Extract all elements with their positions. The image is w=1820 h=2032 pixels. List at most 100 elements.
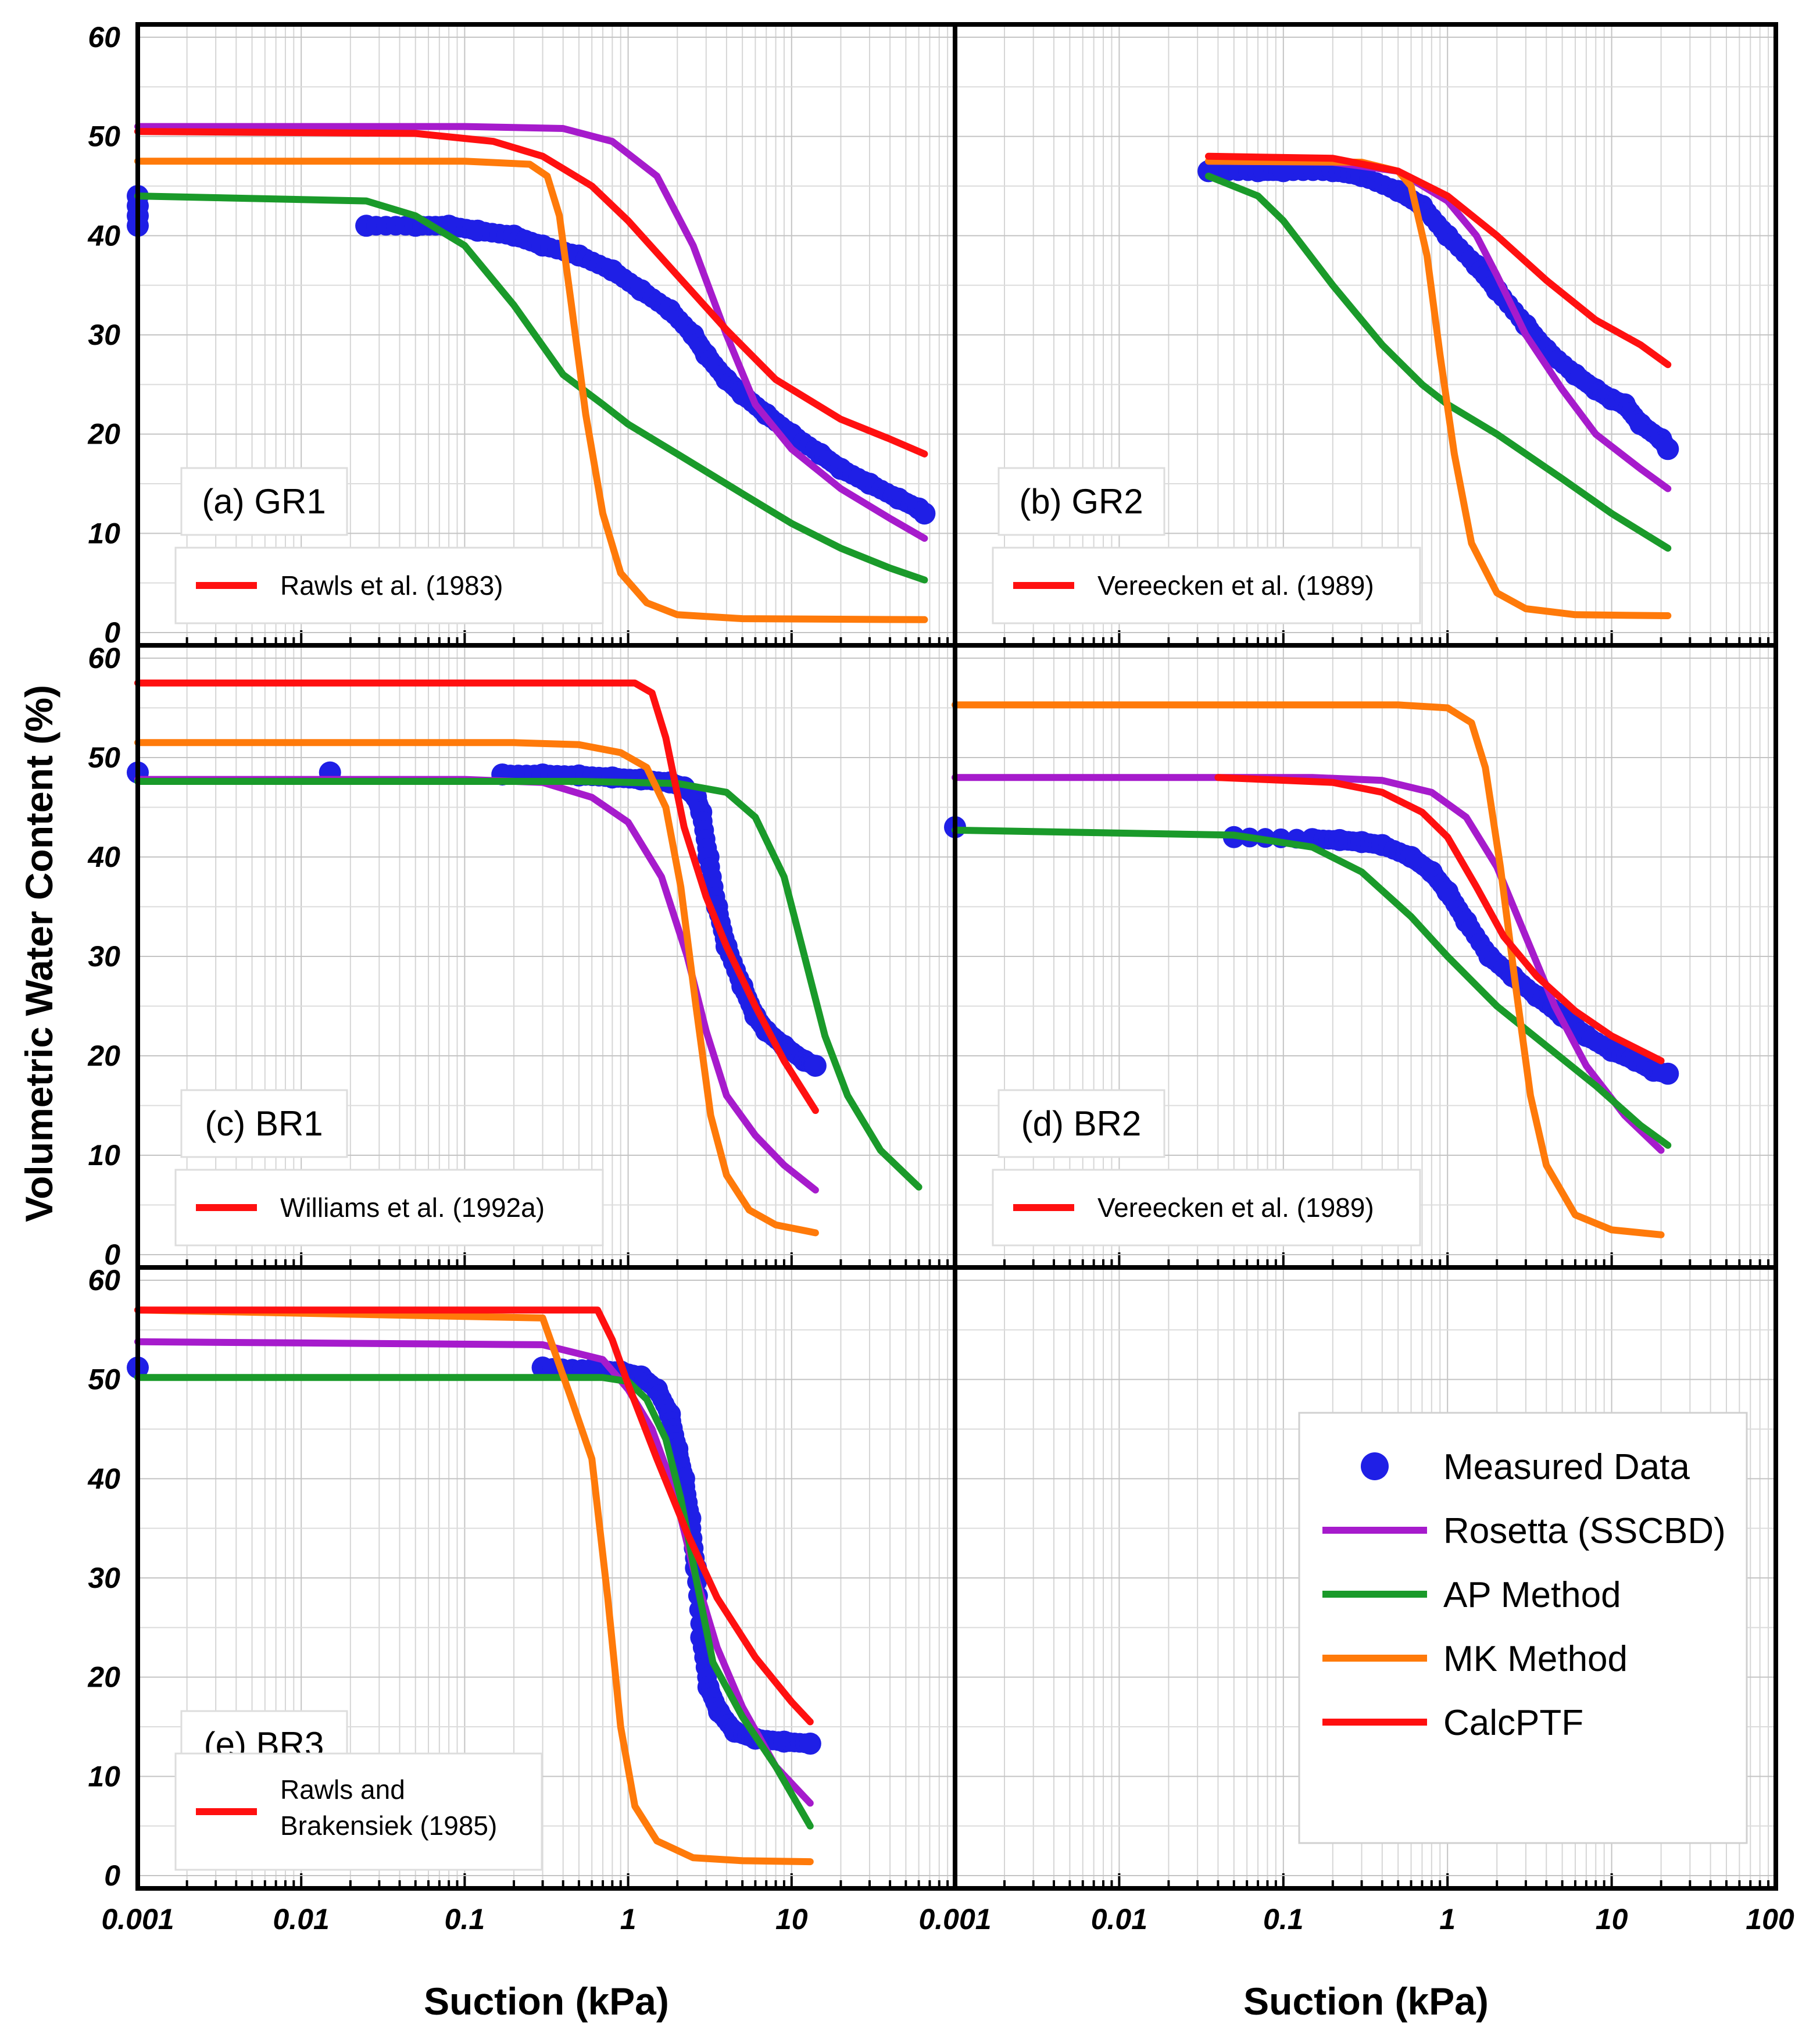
grid-b <box>955 24 1776 645</box>
calcptf-line <box>134 128 928 458</box>
rosetta-line <box>134 123 928 542</box>
calcptf-line <box>134 1306 814 1726</box>
y-tick-label: 50 <box>88 1363 120 1396</box>
y-tick-label: 40 <box>87 1462 120 1495</box>
y-tick-label: 40 <box>87 841 120 873</box>
ptf-legend-box <box>174 1169 604 1247</box>
x-tick-label: 100 <box>1746 1903 1794 1935</box>
panel-d: (d) BR2 Vereecken et al. (1989) <box>944 645 1776 1267</box>
panel-a: (a) GR1 Rawls et al. (1983) <box>127 24 955 645</box>
ptf-legend-c: Williams et al. (1992a) <box>174 1169 604 1247</box>
legend-item-ap: AP Method <box>1322 1575 1621 1615</box>
x-tick-label: 0.001 <box>101 1903 174 1935</box>
panel-title-text: (b) GR2 <box>1019 482 1143 521</box>
y-tick-label: 50 <box>88 120 120 153</box>
x-tick-labels: 0.001 0.01 0.1 1 10 0.001 0.01 0.1 1 10 100 <box>101 1903 1794 1935</box>
measured-point <box>1657 1062 1679 1085</box>
grid-c <box>138 645 955 1267</box>
y-tick-label: 30 <box>88 1562 120 1594</box>
panel-b: (b) GR2 Vereecken et al. (1989) <box>955 24 1776 645</box>
y-axis-label: Volumetric Water Content (%) <box>17 685 60 1222</box>
y-tick-label: 20 <box>87 1040 120 1072</box>
x-tick-label: 1 <box>1439 1903 1456 1935</box>
legend-label: Measured Data <box>1443 1447 1690 1487</box>
y-tick-label: 60 <box>88 1264 120 1297</box>
ptf-legend-d: Vereecken et al. (1989) <box>992 1169 1421 1247</box>
measured-series-d <box>944 816 1679 1085</box>
ap-method-line <box>952 826 1672 1149</box>
rosetta-line <box>134 1338 814 1807</box>
x-tick-label: 10 <box>775 1903 808 1935</box>
y-tick-label: 60 <box>88 21 120 53</box>
ptf-legend-label: Rawls et al. (1983) <box>280 570 503 601</box>
ap-method-line <box>134 1374 814 1830</box>
legend-item-mk: MK Method <box>1322 1639 1628 1679</box>
y-tick-label: 40 <box>87 219 120 252</box>
legend-marker <box>1361 1452 1389 1480</box>
y-tick-label: 50 <box>88 741 120 774</box>
legend-label: AP Method <box>1443 1575 1621 1615</box>
panel-title-b: (b) GR2 <box>997 467 1165 536</box>
y-tick-label: 20 <box>87 1661 120 1694</box>
ptf-legend-b: Vereecken et al. (1989) <box>992 547 1421 624</box>
x-tick-label: 10 <box>1596 1903 1628 1935</box>
legend-label: CalcPTF <box>1443 1703 1583 1743</box>
calcptf-line <box>1205 152 1672 369</box>
ptf-legend-label: Williams et al. (1992a) <box>280 1192 545 1223</box>
panel-c: (c) BR1 Williams et al. (1992a) <box>127 645 955 1267</box>
y-tick-label: 10 <box>88 517 120 549</box>
panel-title-box <box>180 467 348 536</box>
x-tick-label: 0.01 <box>273 1903 330 1935</box>
panel-title-text: (d) BR2 <box>1021 1104 1142 1143</box>
measured-series-c <box>127 761 827 1077</box>
legend-item-calcptf: CalcPTF <box>1322 1703 1583 1743</box>
y-tick-label: 10 <box>88 1139 120 1172</box>
y-tick-label: 20 <box>87 418 120 451</box>
ap-method-line <box>1205 172 1672 552</box>
panel-title-c: (c) BR1 <box>180 1089 348 1158</box>
ptf-legend-label: Rawls and <box>280 1774 405 1805</box>
calcptf-line <box>1214 774 1665 1065</box>
mk-method-line <box>134 1306 814 1866</box>
legend-frame <box>1298 1412 1748 1844</box>
panel-title-box <box>180 1089 348 1158</box>
panel-title-box <box>997 1089 1165 1158</box>
ptf-legend-e: Rawls and Brakensiek (1985) <box>174 1752 543 1871</box>
panel-title-text: (c) BR1 <box>205 1104 323 1143</box>
calcptf-line <box>134 679 819 1114</box>
y-tick-label: 10 <box>88 1760 120 1792</box>
y-tick-label: 0 <box>104 1859 120 1892</box>
ptf-legend-label: Brakensiek (1985) <box>280 1810 497 1841</box>
panel-frames <box>135 22 1778 1891</box>
ap-method-line <box>134 192 928 584</box>
y-tick-label: 30 <box>88 940 120 973</box>
x-axis-label-right: Suction (kPa) <box>1243 1980 1489 2023</box>
x-tick-label: 1 <box>620 1903 637 1935</box>
x-tick-label: 0.1 <box>445 1903 485 1935</box>
measured-point <box>1657 438 1679 460</box>
mk-method-line <box>134 158 928 623</box>
ptf-legend-label: Vereecken et al. (1989) <box>1097 1192 1374 1223</box>
mk-method-line <box>952 701 1665 1238</box>
y-tick-label: 30 <box>88 319 120 351</box>
legend: Measured Data Rosetta (SSCBD) AP Method MK … <box>1298 1412 1748 1844</box>
x-axis-label-left: Suction (kPa) <box>424 1980 669 2023</box>
ptf-legend-a: Rawls et al. (1983) <box>174 547 604 624</box>
legend-item-measured: Measured Data <box>1361 1447 1690 1487</box>
panel-title-text: (a) GR1 <box>202 482 326 521</box>
mk-method-line <box>134 739 819 1237</box>
ap-method-line <box>134 778 922 1191</box>
panel-title-box <box>997 467 1165 536</box>
x-tick-label: 0.01 <box>1091 1903 1147 1935</box>
ptf-legend-label: Vereecken et al. (1989) <box>1097 570 1374 601</box>
measured-series-e <box>127 1356 821 1755</box>
x-tick-label: 0.001 <box>918 1903 991 1935</box>
x-tick-label: 0.1 <box>1263 1903 1304 1935</box>
measured-point <box>799 1733 821 1755</box>
y-tick-label: 60 <box>88 642 120 674</box>
panel-title-a: (a) GR1 <box>180 467 348 536</box>
measured-point <box>913 502 936 525</box>
panel-title-d: (d) BR2 <box>997 1089 1165 1158</box>
